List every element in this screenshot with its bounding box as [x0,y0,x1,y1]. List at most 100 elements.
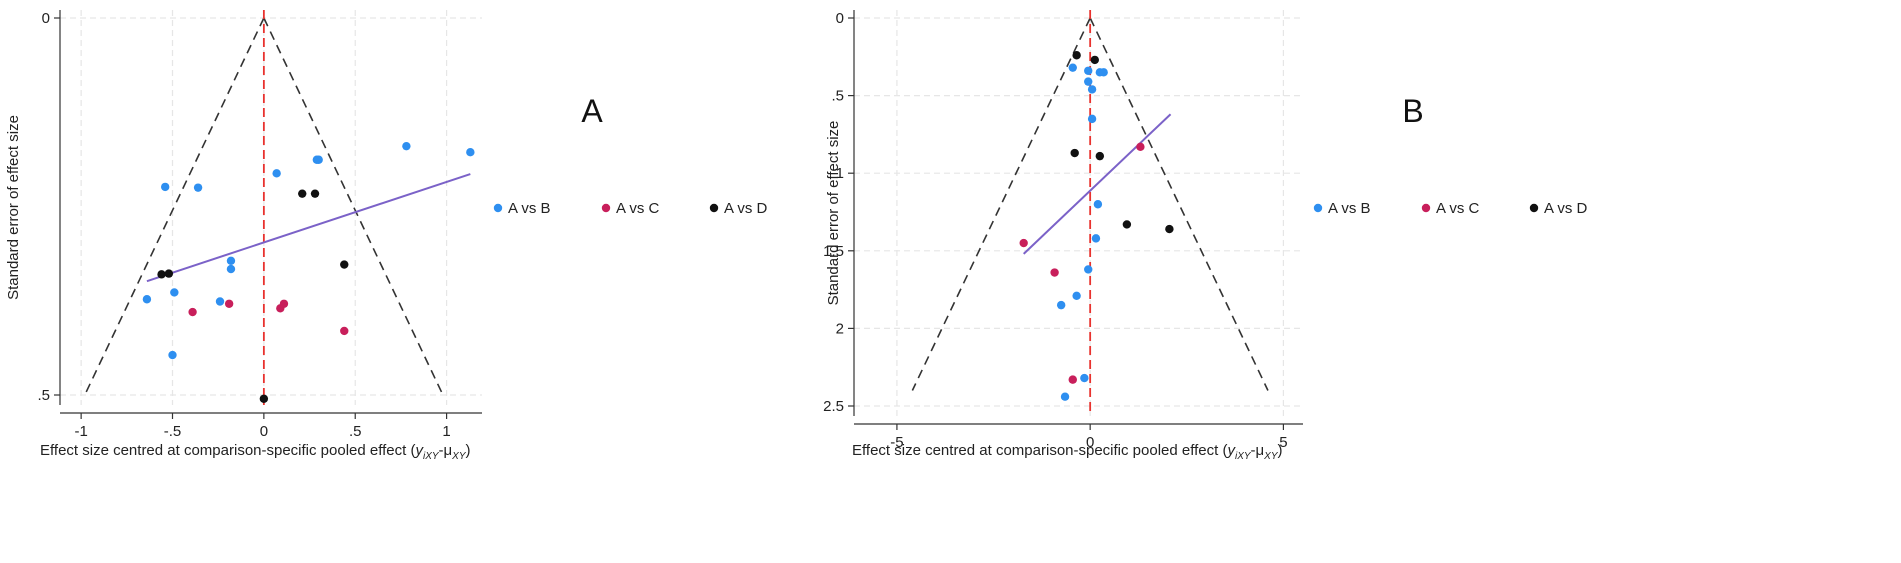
data-point [160,182,170,192]
chart-panel-a: -1 -.5 0 .5 1 0 .5 A A vs B A vs C A vs D Standard … [5,10,768,462]
x-axis-label: Effect size centred at comparison-specif… [852,442,1283,462]
data-point [164,269,174,278]
x-tick-label: -1 [74,423,87,440]
x-tick-label: 0 [1086,434,1094,451]
panel-label: A [581,93,603,129]
data-point [1099,68,1108,77]
data-point [1091,234,1101,243]
y-tick-label: 1 [836,165,844,182]
funnel-left-line [911,17,1091,391]
x-axis-label-part: iXY [1235,451,1252,462]
data-point [170,288,179,297]
x-axis-label-part: y [414,442,424,459]
data-point [1056,300,1066,310]
data-point [259,394,269,403]
legend-label: A vs D [724,200,768,217]
data-point [1072,51,1081,60]
data-point [340,260,349,269]
data-point [310,189,320,198]
data-point [1136,142,1145,152]
data-point [1122,220,1132,229]
legend-label: A vs C [616,200,660,217]
y-tick-label: 1.5 [823,243,844,260]
y-tick-label: 0 [42,10,50,27]
legend-label: A vs D [1544,200,1588,217]
legend-marker [493,203,503,213]
y-tick-label: 0 [836,10,844,27]
chart-panel-b: -5 0 5 0 .5 1 1.5 2 2.5 B A vs B A vs C A vs D Standa… [823,10,1588,462]
legend-marker [601,203,611,213]
y-tick-label: .5 [831,88,844,105]
data-point [298,189,307,198]
y-axis-label: Standard error of effect size [5,115,22,300]
data-point [1165,224,1174,234]
data-point [1068,375,1077,384]
data-point [1060,392,1070,401]
data-point [1095,151,1105,161]
legend-marker [1529,203,1539,213]
x-tick-label: -5 [890,434,903,451]
data-point [1087,114,1097,124]
legend-marker [1313,203,1323,213]
data-point [1068,63,1077,72]
data-point [142,295,152,304]
data-point [1084,66,1093,75]
x-tick-label: -.5 [164,423,182,440]
legend-marker [709,203,719,213]
data-point [1087,85,1097,94]
data-point [466,148,475,157]
fit-line [146,173,471,283]
data-point [1093,200,1103,209]
y-tick-label: 2.5 [823,398,844,415]
data-point [193,183,203,192]
x-tick-label: 0 [260,423,268,440]
legend-label: A vs B [508,200,551,217]
data-point [1050,268,1059,277]
y-axis-label: Standard error of effect size [825,121,842,306]
data-point [157,270,166,279]
funnel-right-line [263,17,444,396]
legend-marker [1421,203,1431,213]
x-axis-label-part: Effect size centred at comparison-specif… [852,442,1227,459]
x-tick-label: 1 [442,423,450,440]
data-point [226,256,236,265]
data-point [188,307,197,317]
data-point [1072,291,1081,301]
data-point [314,155,323,164]
data-point [1070,148,1079,158]
data-point [340,326,349,336]
data-point [1019,238,1028,248]
data-point [1080,373,1089,383]
x-axis-label-part: ) [1278,442,1283,459]
x-tick-label: 5 [1279,434,1287,451]
panel-label: B [1402,93,1423,129]
x-axis-label-part: iXY [423,451,440,462]
y-tick-label: 2 [836,320,844,337]
legend-label: A vs C [1436,200,1480,217]
x-axis-label-part: ) [466,442,471,459]
x-axis-label-part: XY [451,451,467,462]
funnel-left-line [84,17,265,396]
data-point [1084,77,1093,86]
funnel-right-line [1089,17,1269,391]
x-axis-label-part: Effect size centred at comparison-specif… [40,442,415,459]
data-point [279,299,289,308]
x-axis-label-part: -μ [439,442,453,459]
x-axis-label-part: XY [1263,451,1279,462]
data-point [215,297,225,306]
x-axis-label-part: y [1226,442,1236,459]
x-tick-label: .5 [349,423,362,440]
data-point [226,264,236,274]
fit-line [1022,113,1172,255]
data-point [1084,265,1093,274]
x-axis-label: Effect size centred at comparison-specif… [40,442,471,462]
y-tick-label: .5 [37,387,50,404]
data-point [402,141,411,151]
legend-label: A vs B [1328,200,1371,217]
data-point [272,169,281,178]
data-point [224,299,234,308]
x-axis-label-part: -μ [1251,442,1265,459]
data-point [168,350,177,360]
data-point [1090,55,1100,65]
